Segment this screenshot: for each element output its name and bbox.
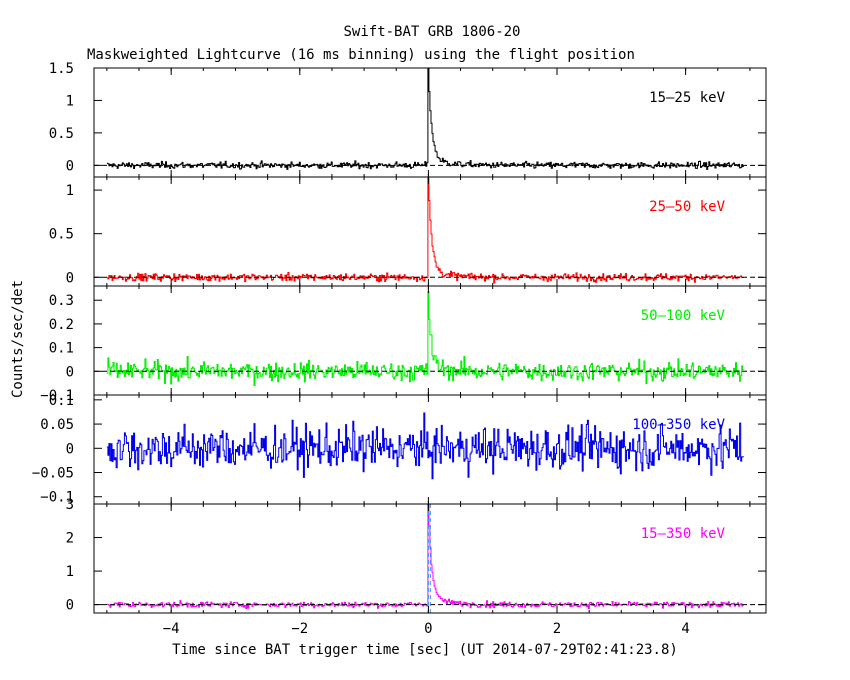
y-tick-label: 0.05 bbox=[40, 417, 74, 433]
y-tick-label: 2 bbox=[66, 531, 74, 547]
y-tick-label: −0.1 bbox=[40, 490, 74, 506]
chart-subtitle: Maskweighted Lightcurve (16 ms binning) … bbox=[87, 47, 635, 63]
y-tick-label: 0.5 bbox=[49, 227, 74, 243]
x-axis-label: Time since BAT trigger time [sec] (UT 20… bbox=[172, 642, 678, 658]
y-tick-label: 0.1 bbox=[49, 341, 74, 357]
y-tick-label: 0.2 bbox=[49, 317, 74, 333]
panel-frame bbox=[93, 67, 767, 178]
series-line-15-350-kev bbox=[106, 503, 744, 610]
band-label: 25–50 keV bbox=[649, 199, 725, 215]
y-tick-label: 0.1 bbox=[49, 393, 74, 409]
band-label: 50–100 keV bbox=[641, 308, 726, 324]
panel-25-50-kev: 0 0.5 1 25–50 keV bbox=[49, 176, 767, 287]
y-axis-label: Counts/sec/det bbox=[10, 280, 26, 398]
series-line-100-350-kev bbox=[106, 412, 744, 480]
y-tick-label: 0.5 bbox=[49, 126, 74, 142]
chart-title: Swift-BAT GRB 1806-20 bbox=[343, 24, 520, 40]
series-line-15-25-kev bbox=[106, 67, 744, 170]
y-tick-label: 3 bbox=[66, 497, 74, 513]
y-tick-label: 0 bbox=[66, 364, 74, 380]
y-tick-label: −0.05 bbox=[32, 466, 74, 482]
y-tick-label: 0 bbox=[66, 441, 74, 457]
series-line-25-50-kev bbox=[106, 176, 744, 284]
band-label: 15–350 keV bbox=[641, 526, 726, 542]
panel-50-100-kev: −0.1 0 0.1 0.2 0.3 50–100 keV bbox=[40, 285, 767, 404]
panel-15-350-kev: 0 1 2 3 15–350 keV bbox=[66, 497, 767, 614]
y-tick-label: 1 bbox=[66, 93, 74, 109]
panel-15-25-kev: 0 0.5 1 1.5 15–25 keV bbox=[49, 61, 767, 178]
y-tick-label: 0 bbox=[66, 270, 74, 286]
x-tick-label: 4 bbox=[681, 621, 689, 637]
y-tick-label: 0 bbox=[66, 158, 74, 174]
y-tick-label: 1 bbox=[66, 564, 74, 580]
band-label: 100–350 keV bbox=[632, 417, 725, 433]
panel-frame bbox=[93, 176, 767, 287]
panel-frame bbox=[93, 503, 767, 614]
x-tick-label: 2 bbox=[553, 621, 561, 637]
x-tick-label: −4 bbox=[163, 621, 180, 637]
y-tick-label: −0.1 bbox=[40, 388, 74, 404]
x-tick-label: −2 bbox=[291, 621, 308, 637]
panel-100-350-kev: −0.1 −0.05 0 0.05 0.1 100–350 keV bbox=[32, 393, 767, 506]
y-tick-label: 0.3 bbox=[49, 293, 74, 309]
band-label: 15–25 keV bbox=[649, 90, 725, 106]
panels: 0 0.5 1 1.5 15–25 keV 0 0.5 1 25–50 keV −0.1 0 0.1 0… bbox=[32, 61, 767, 637]
y-tick-label: 0 bbox=[66, 598, 74, 614]
x-tick-label: 0 bbox=[424, 621, 432, 637]
y-tick-label: 1 bbox=[66, 183, 74, 199]
y-tick-label: 1.5 bbox=[49, 61, 74, 77]
